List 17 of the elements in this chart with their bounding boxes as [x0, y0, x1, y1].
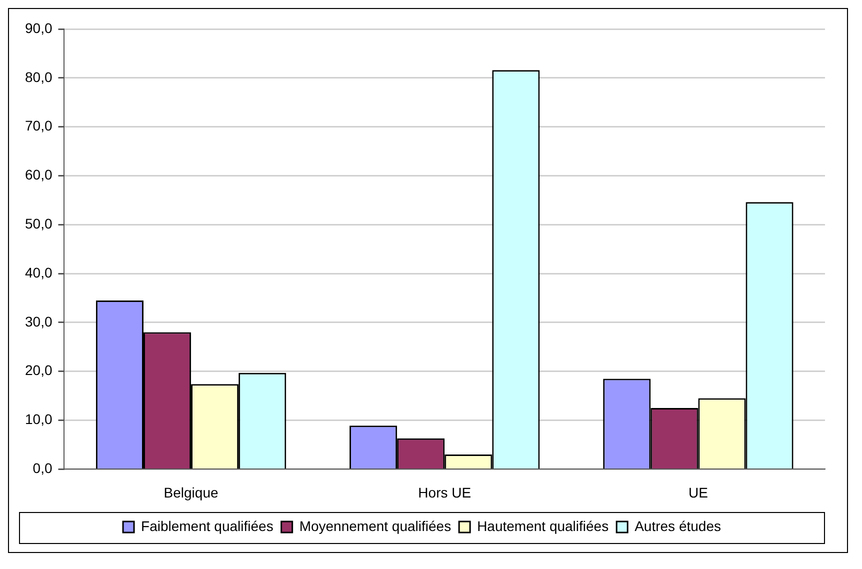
x-tick-label: Belgique — [164, 484, 218, 500]
y-tick-label: 0,0 — [32, 460, 52, 476]
y-tick-label: 80,0 — [25, 68, 52, 85]
y-tick-label: 30,0 — [25, 313, 52, 330]
legend-label: Moyennement qualifiées — [299, 518, 452, 534]
legend-label: Autres études — [634, 518, 721, 534]
y-tick-label: 10,0 — [25, 411, 52, 428]
y-tick-label: 90,0 — [25, 20, 52, 36]
x-tick-label: Hors UE — [418, 484, 472, 500]
y-tick-label: 70,0 — [25, 118, 52, 134]
legend-label: Hautement qualifiées — [477, 518, 609, 534]
legend-label: Faiblement qualifiées — [141, 518, 274, 534]
y-tick-label: 60,0 — [25, 166, 52, 183]
y-tick-label: 20,0 — [25, 362, 52, 378]
y-tick-label: 40,0 — [25, 264, 52, 280]
x-tick-label: UE — [688, 484, 708, 500]
y-tick-label: 50,0 — [25, 216, 52, 232]
